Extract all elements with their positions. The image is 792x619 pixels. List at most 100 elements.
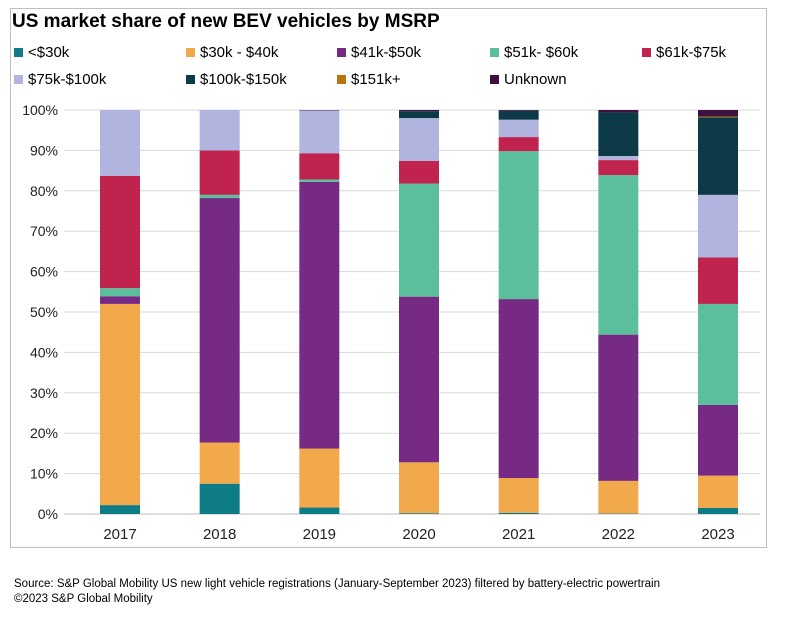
bar-segment — [199, 442, 240, 484]
bar-segment — [598, 334, 639, 481]
legend-label: $151k+ — [351, 71, 401, 88]
bar-segment — [399, 296, 439, 463]
legend-swatch — [186, 75, 195, 84]
y-tick-label: 0% — [38, 506, 58, 522]
copyright-text: ©2023 S&P Global Mobility — [14, 593, 153, 605]
bar-segment — [498, 119, 539, 138]
bar-segment — [299, 448, 340, 508]
legend-label: $30k - $40k — [200, 44, 279, 61]
bar-segment — [100, 288, 140, 297]
bar-segment — [598, 480, 639, 514]
bar-segment — [698, 303, 738, 405]
bar-segment — [100, 296, 140, 304]
bar-segment — [199, 150, 240, 195]
legend-swatch — [14, 48, 23, 57]
bar-segment — [498, 512, 539, 514]
legend-item: <$30k — [14, 44, 69, 61]
legend-item: $61k-$75k — [642, 44, 726, 61]
bar-segment — [698, 194, 738, 258]
y-tick-label: 40% — [30, 344, 58, 360]
bar-segment — [100, 110, 140, 176]
x-tick-label: 2017 — [103, 526, 136, 543]
bar-segment — [399, 160, 439, 184]
legend-item: $30k - $40k — [186, 44, 278, 61]
bar-segment — [598, 110, 639, 113]
legend-label: $61k-$75k — [656, 44, 727, 61]
bar-segment — [498, 110, 539, 120]
bar-segment — [299, 507, 340, 514]
bar-segment — [100, 303, 140, 506]
bar-segment — [598, 160, 639, 176]
bar-segment — [399, 183, 439, 297]
legend-swatch — [337, 48, 346, 57]
bar-segment — [199, 198, 240, 443]
bar-segment — [698, 116, 738, 118]
y-tick-label: 70% — [30, 223, 58, 239]
y-tick-label: 100% — [22, 102, 58, 118]
bar-segment — [498, 151, 539, 300]
bar-segment — [598, 175, 639, 335]
source-text: Source: S&P Global Mobility US new light… — [14, 578, 660, 590]
legend-label: $100k-$150k — [200, 71, 287, 88]
bar-segment — [698, 404, 738, 476]
bar-segment — [698, 475, 738, 508]
x-tick-label: 2023 — [701, 526, 734, 543]
bar-segment — [399, 118, 439, 161]
legend-swatch — [490, 75, 499, 84]
bar-segment — [698, 117, 738, 195]
legend-item: $41k-$50k — [337, 44, 421, 61]
y-tick-label: 80% — [30, 183, 58, 199]
legend-swatch — [186, 48, 195, 57]
legend-swatch — [642, 48, 651, 57]
y-tick-label: 90% — [30, 142, 58, 158]
chart-title: US market share of new BEV vehicles by M… — [12, 11, 440, 32]
bar-segment — [698, 257, 738, 304]
x-tick-label: 2020 — [402, 526, 435, 543]
bar-segment — [399, 513, 439, 514]
legend-item: $51k- $60k — [490, 44, 578, 61]
legend-swatch — [14, 75, 23, 84]
bar-segment — [199, 483, 240, 514]
legend-label: $51k- $60k — [504, 44, 579, 61]
y-tick-label: 50% — [30, 304, 58, 320]
source-note: Source: S&P Global Mobility US new light… — [14, 577, 660, 607]
legend-item: $75k-$100k — [14, 71, 106, 88]
legend-label: Unknown — [504, 71, 567, 88]
bar-segment — [299, 110, 340, 154]
bar-segment — [199, 194, 240, 199]
legend-label: $41k-$50k — [351, 44, 422, 61]
legend-item: $100k-$150k — [186, 71, 287, 88]
bar-segment — [698, 110, 738, 117]
bar-segment — [299, 179, 340, 182]
y-tick-label: 60% — [30, 264, 58, 280]
bar-segment — [299, 153, 340, 180]
bar-segment — [299, 181, 340, 449]
bar-segment — [399, 111, 439, 119]
bar-segment — [498, 110, 539, 111]
x-tick-label: 2018 — [203, 526, 236, 543]
legend-item: Unknown — [490, 71, 567, 88]
bar-segment — [598, 112, 639, 157]
bar-segment — [199, 110, 240, 151]
y-tick-label: 30% — [30, 385, 58, 401]
legend-swatch — [337, 75, 346, 84]
y-tick-label: 20% — [30, 425, 58, 441]
x-tick-label: 2021 — [502, 526, 535, 543]
bar-segment — [498, 299, 539, 479]
bar-segment — [698, 507, 738, 514]
bar-segment — [100, 505, 140, 514]
legend-swatch — [490, 48, 499, 57]
chart-frame — [10, 8, 767, 548]
x-tick-label: 2022 — [602, 526, 635, 543]
legend-label: $75k-$100k — [28, 71, 107, 88]
bar-segment — [498, 478, 539, 513]
y-tick-label: 10% — [30, 466, 58, 482]
bar-segment — [498, 137, 539, 152]
bar-segment — [100, 175, 140, 289]
bar-segment — [399, 462, 439, 514]
legend-item: $151k+ — [337, 71, 401, 88]
bar-segment — [598, 156, 639, 161]
x-tick-label: 2019 — [303, 526, 336, 543]
bar-segment — [399, 110, 439, 112]
